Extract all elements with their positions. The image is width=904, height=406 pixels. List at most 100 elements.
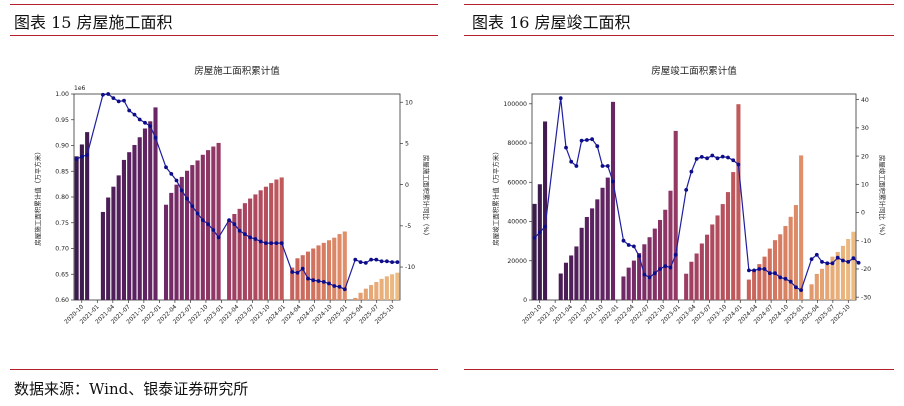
bar xyxy=(316,245,321,300)
yoy-point xyxy=(232,222,237,227)
bar xyxy=(384,276,389,300)
bar xyxy=(558,273,563,300)
yoy-point xyxy=(274,241,279,246)
y2-axis-label: 房屋施工面积累计同比（%） xyxy=(422,155,431,239)
yoy-point xyxy=(358,260,363,264)
construction-area-chart: 房屋施工面积累计值 1e6 0.60 0.65 0.70 0.75 0.80 0.85 0.90… xyxy=(33,65,431,326)
yoy-point xyxy=(747,268,751,273)
top-rule-left xyxy=(10,4,438,5)
yoy-point xyxy=(579,138,584,143)
bar xyxy=(610,101,616,300)
bar xyxy=(788,216,793,300)
y2-tick-label: 5 xyxy=(405,141,409,148)
yoy-point xyxy=(327,281,331,286)
y2-tick-label: -5 xyxy=(405,223,411,230)
bar xyxy=(295,258,300,300)
bar xyxy=(825,262,830,300)
yoy-point xyxy=(379,259,384,264)
bar xyxy=(374,281,379,300)
yoy-point xyxy=(637,254,641,258)
y-tick-label: 1.00 xyxy=(55,91,69,98)
yoy-point xyxy=(143,120,147,125)
yoy-point xyxy=(626,243,631,247)
bar xyxy=(694,253,699,300)
yoy-point xyxy=(111,96,116,100)
yoy-point xyxy=(195,211,200,216)
yoy-point xyxy=(179,188,184,193)
bar xyxy=(731,172,736,300)
y-tick-label: 0.60 xyxy=(55,297,69,304)
yoy-point xyxy=(699,155,704,159)
bar xyxy=(326,240,332,300)
y-tick-label: 0 xyxy=(523,297,527,304)
y-scale-label: 1e6 xyxy=(74,85,86,92)
yoy-point xyxy=(127,108,132,113)
bar xyxy=(757,264,762,300)
y-tick-label: 20000 xyxy=(507,258,527,265)
bar xyxy=(258,190,263,300)
bar xyxy=(584,217,589,300)
title-rule-right xyxy=(464,35,894,36)
chart-title: 房屋施工面积累计值 xyxy=(194,65,280,77)
yoy-point xyxy=(200,218,205,223)
bar xyxy=(543,121,548,300)
y-tick-label: 0.95 xyxy=(55,117,69,124)
bar xyxy=(710,224,715,300)
yoy-point xyxy=(590,137,594,142)
yoy-point xyxy=(600,164,605,168)
bar xyxy=(819,268,825,300)
bar xyxy=(626,267,631,300)
yoy-point xyxy=(574,164,579,168)
yoy-point xyxy=(794,285,798,290)
bar xyxy=(736,104,741,300)
yoy-point xyxy=(264,241,268,246)
bar xyxy=(111,186,116,300)
yoy-point xyxy=(585,138,589,142)
bottom-rule-right xyxy=(464,369,894,370)
yoy-point xyxy=(731,158,736,163)
yoy-point xyxy=(332,284,337,288)
yoy-point xyxy=(185,196,189,201)
y2-tick-label: -10 xyxy=(861,238,871,245)
bar xyxy=(814,273,819,300)
yoy-point xyxy=(85,153,89,157)
yoy-point xyxy=(830,261,835,266)
y-axis-label: 房屋竣工面积累计值（万平方米） xyxy=(491,148,500,246)
figure-16-title: 图表 16 房屋竣工面积 xyxy=(472,13,631,32)
yoy-point xyxy=(253,237,258,241)
yoy-point xyxy=(710,153,715,158)
bar xyxy=(300,255,305,300)
yoy-point xyxy=(825,261,830,266)
yoy-point xyxy=(851,256,856,261)
y2-tick-label: 10 xyxy=(405,99,413,106)
yoy-point xyxy=(820,260,824,264)
bar xyxy=(537,184,542,300)
yoy-point xyxy=(564,145,568,150)
bar xyxy=(772,240,778,300)
bar xyxy=(668,190,673,300)
bar xyxy=(358,292,363,300)
bar xyxy=(783,226,788,300)
bar xyxy=(290,267,295,300)
y-tick-label: 40000 xyxy=(507,219,527,226)
bar xyxy=(279,177,284,300)
yoy-point xyxy=(164,165,168,170)
bar xyxy=(715,215,720,300)
bar xyxy=(689,261,694,300)
bar xyxy=(227,220,232,300)
yoy-point xyxy=(799,288,803,292)
chart-title: 房屋竣工面积累计值 xyxy=(651,65,737,77)
yoy-point xyxy=(321,280,326,284)
bar xyxy=(390,274,395,300)
bar xyxy=(211,146,216,300)
yoy-point xyxy=(647,275,652,280)
y-tick-label: 80000 xyxy=(507,140,527,147)
yoy-point xyxy=(374,257,379,262)
yoy-point xyxy=(337,284,342,289)
yoy-point xyxy=(148,124,153,128)
bar xyxy=(163,204,169,300)
bar xyxy=(106,197,111,300)
yoy-point xyxy=(543,224,547,229)
completion-area-chart: 房屋竣工面积累计值 0 20000 40000 60000 80000 100000 -30 -… xyxy=(491,65,887,326)
bar xyxy=(699,243,704,300)
